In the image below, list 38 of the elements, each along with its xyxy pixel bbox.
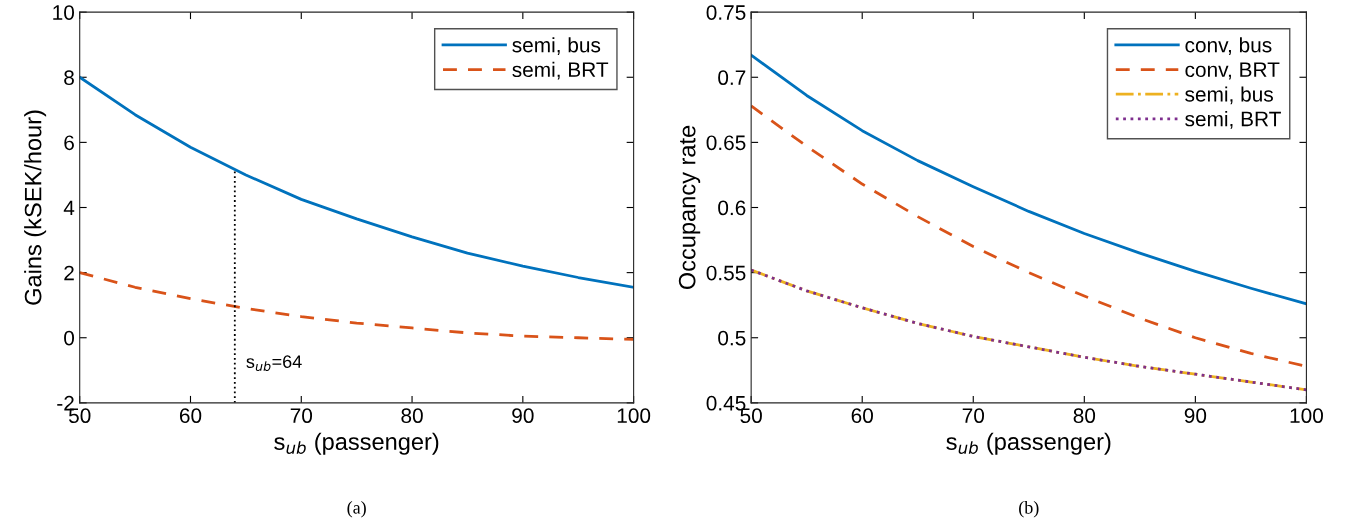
- line-series: [751, 53, 1307, 306]
- line-series: [751, 268, 1307, 392]
- y-axis-title: Gains (kSEK/hour): [24, 110, 47, 305]
- legend-label: semi, bus: [1185, 86, 1273, 105]
- y-axis-title: Occupancy rate: [678, 125, 701, 290]
- legend-label: semi, BRT: [1185, 111, 1281, 129]
- y-tick-label: 0.65: [706, 135, 746, 151]
- y-tick-label: 0.75: [706, 5, 746, 20]
- x-axis-title: s$_{ub}$ (passenger): [946, 432, 1111, 455]
- legend-label: conv, bus: [1185, 37, 1272, 55]
- line-series: [79, 271, 634, 341]
- legend-label: semi, bus: [512, 37, 601, 55]
- y-tick-label: 6: [64, 135, 74, 151]
- text: (b): [1019, 501, 1039, 518]
- x-tick-label: 90: [1184, 408, 1207, 424]
- y-tick-label: 0.6: [718, 200, 746, 216]
- x-tick-label: 100: [1290, 408, 1323, 424]
- y-tick-label: 4: [63, 200, 75, 216]
- x-tick-label: 80: [1073, 408, 1096, 424]
- x-tick-label: 60: [851, 408, 873, 424]
- x-tick-label: 70: [290, 408, 313, 424]
- y-tick-label: 0: [64, 330, 75, 346]
- legend-label: semi, BRT: [512, 61, 609, 80]
- y-tick-label: 8: [64, 70, 74, 86]
- text: (a): [347, 501, 366, 518]
- legend-label: conv, BRT: [1185, 62, 1280, 80]
- y-tick-label: 10: [53, 5, 75, 20]
- y-tick-label: 0.5: [718, 330, 746, 346]
- y-tick-label: 2: [64, 265, 74, 281]
- y-tick-label: 0.7: [718, 70, 746, 86]
- x-tick-label: 60: [179, 408, 202, 424]
- y-tick-label: 0.55: [706, 265, 746, 281]
- x-axis-title: s$_{ub}$ (passenger): [274, 432, 439, 455]
- x-tick-label: 70: [962, 408, 985, 424]
- x-tick-label: 90: [512, 408, 534, 424]
- ref-line-label: s$_{ub}$=64: [246, 355, 302, 371]
- x-tick-label: 100: [617, 408, 651, 424]
- x-tick-label: 80: [401, 408, 423, 424]
